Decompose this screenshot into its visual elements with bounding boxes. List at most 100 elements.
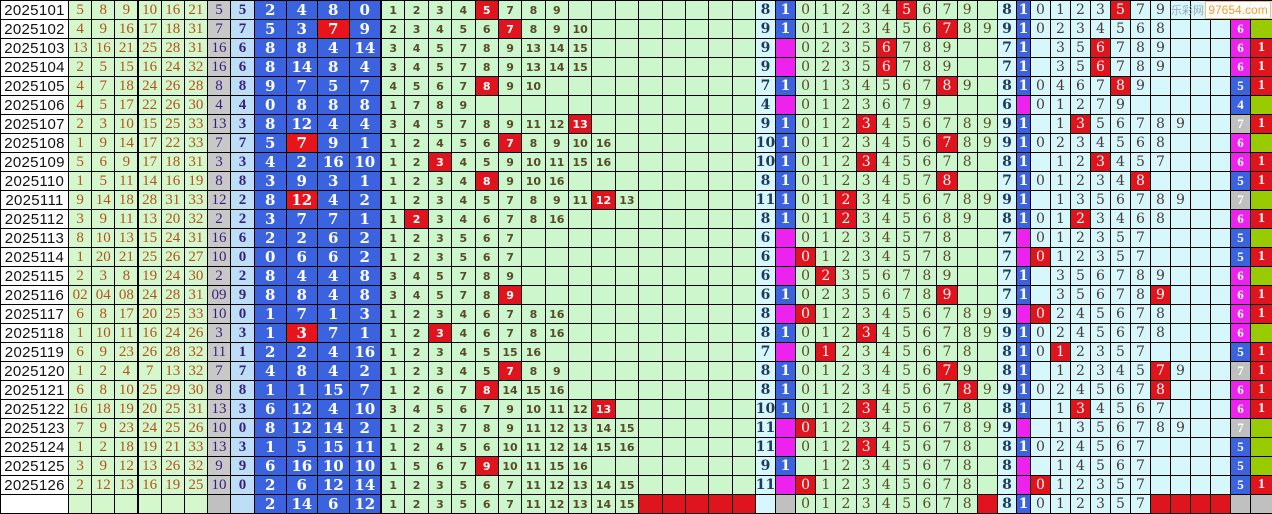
blue-ball-tail-cell: 8 xyxy=(231,77,254,95)
issue-cell: 2025103 xyxy=(1,39,68,57)
distribution-c-cell xyxy=(1171,248,1190,266)
distribution-c-cell: 8 xyxy=(1151,324,1170,342)
distribution-a-cell: 8 xyxy=(475,58,498,76)
distribution-c-cell xyxy=(1151,343,1170,361)
red-ball-cell: 31 xyxy=(184,229,207,247)
red-ball-cell: 16 xyxy=(161,172,184,190)
b-count-cell: 8 xyxy=(756,362,775,380)
distribution-c-cell xyxy=(1191,153,1210,171)
distribution-a-cell xyxy=(732,286,755,304)
distribution-a-cell xyxy=(685,324,709,342)
distribution-a-cell xyxy=(615,248,639,266)
red-ball-cell: 8 xyxy=(92,1,115,19)
span-value-cell: 6 xyxy=(318,495,349,513)
span-value-cell: 8 xyxy=(318,1,349,19)
distribution-a-cell xyxy=(709,77,732,95)
span-value-cell: 10 xyxy=(349,153,380,171)
c-count-cell: 9 xyxy=(998,381,1016,399)
red-ball-cell: 33 xyxy=(184,134,207,152)
distribution-c-cell xyxy=(1171,324,1190,342)
distribution-c-cell: 9 xyxy=(1151,286,1170,304)
distribution-c-cell: 5 xyxy=(1091,457,1110,475)
distribution-a-cell: 8 xyxy=(475,77,498,95)
blue-ball-cell: 10 xyxy=(208,248,230,266)
span-value-cell: 8 xyxy=(318,58,349,76)
distribution-b-cell: 8 xyxy=(957,419,977,437)
distribution-a-cell: 12 xyxy=(545,476,568,494)
distribution-a-cell: 10 xyxy=(522,153,545,171)
distribution-a-cell xyxy=(685,172,709,190)
red-ball-cell: 24 xyxy=(138,77,161,95)
distribution-a-cell: 8 xyxy=(522,305,545,323)
red-ball-cell: 31 xyxy=(184,39,207,57)
distribution-c-cell: 2 xyxy=(1071,248,1090,266)
span-value-cell: 8 xyxy=(318,96,349,114)
distribution-a-cell: 9 xyxy=(498,267,522,285)
distribution-a-cell: 2 xyxy=(405,381,428,399)
distribution-b-cell xyxy=(957,286,977,304)
distribution-a-cell: 10 xyxy=(498,457,522,475)
distribution-c-cell: 3 xyxy=(1091,476,1110,494)
distribution-a-cell: 2 xyxy=(405,343,428,361)
b-count-cell: 6 xyxy=(756,248,775,266)
distribution-a-cell xyxy=(732,400,755,418)
span-value-cell: 6 xyxy=(286,248,317,266)
distribution-b-cell: 5 xyxy=(897,210,917,228)
distribution-a-cell: 7 xyxy=(452,267,475,285)
red-ball-cell: 19 xyxy=(138,438,161,456)
distribution-c-cell: 3 xyxy=(1051,267,1070,285)
distribution-c-cell: 7 xyxy=(1151,400,1170,418)
span-value-cell: 11 xyxy=(349,438,380,456)
distribution-c-cell: 3 xyxy=(1051,39,1070,57)
distribution-b-cell xyxy=(977,77,997,95)
distribution-c-cell: 2 xyxy=(1071,476,1090,494)
group-number-cell: 6 xyxy=(1231,305,1250,323)
distribution-a-cell xyxy=(662,305,685,323)
span-value-cell: 4 xyxy=(318,39,349,57)
distribution-c-cell xyxy=(1171,77,1190,95)
distribution-a-cell: 1 xyxy=(382,457,405,475)
distribution-c-cell: 7 xyxy=(1131,343,1150,361)
distribution-a-cell: 13 xyxy=(569,476,592,494)
red-ball-cell: 11 xyxy=(115,210,138,228)
issue-cell: 2025101 xyxy=(1,1,68,19)
distribution-a-cell: 4 xyxy=(405,267,428,285)
distribution-b-cell: 8 xyxy=(957,381,977,399)
distribution-b-cell: 3 xyxy=(856,153,876,171)
flag-cell: 1 xyxy=(1251,362,1272,380)
c-count-cell: 8 xyxy=(998,400,1016,418)
blue-ball-cell: 10 xyxy=(208,476,230,494)
distribution-c-cell: 1 xyxy=(1051,419,1070,437)
distribution-b-cell: 4 xyxy=(876,381,896,399)
red-ball-cell: 1 xyxy=(69,172,92,190)
distribution-a-cell: 8 xyxy=(522,1,545,19)
distribution-c-cell xyxy=(1171,343,1190,361)
distribution-a-cell xyxy=(522,96,545,114)
distribution-b-cell: 6 xyxy=(917,438,937,456)
distribution-a-cell xyxy=(732,77,755,95)
distribution-b-cell: 0 xyxy=(796,343,816,361)
c-marker-cell xyxy=(1017,96,1030,114)
distribution-b-cell: 1 xyxy=(816,381,836,399)
distribution-a-cell xyxy=(685,210,709,228)
c-marker-cell: 1 xyxy=(1017,58,1030,76)
distribution-b-cell: 6 xyxy=(876,58,896,76)
span-value-cell: 5 xyxy=(255,20,286,38)
blue-ball-tail-cell: 6 xyxy=(231,39,254,57)
distribution-b-cell: 8 xyxy=(937,77,957,95)
distribution-a-cell xyxy=(709,191,732,209)
b-marker-cell: 1 xyxy=(776,115,795,133)
distribution-b-cell xyxy=(977,172,997,190)
b-count-cell: 7 xyxy=(756,343,775,361)
distribution-a-cell: 8 xyxy=(522,210,545,228)
distribution-a-cell xyxy=(732,134,755,152)
distribution-a-cell xyxy=(662,58,685,76)
distribution-c-cell: 0 xyxy=(1031,20,1050,38)
distribution-a-cell: 8 xyxy=(475,286,498,304)
distribution-b-cell: 9 xyxy=(977,20,997,38)
distribution-b-cell: 7 xyxy=(917,77,937,95)
distribution-b-cell: 0 xyxy=(796,191,816,209)
distribution-c-cell: 6 xyxy=(1111,115,1130,133)
distribution-c-cell: 5 xyxy=(1091,419,1110,437)
span-value-cell: 16 xyxy=(349,343,380,361)
